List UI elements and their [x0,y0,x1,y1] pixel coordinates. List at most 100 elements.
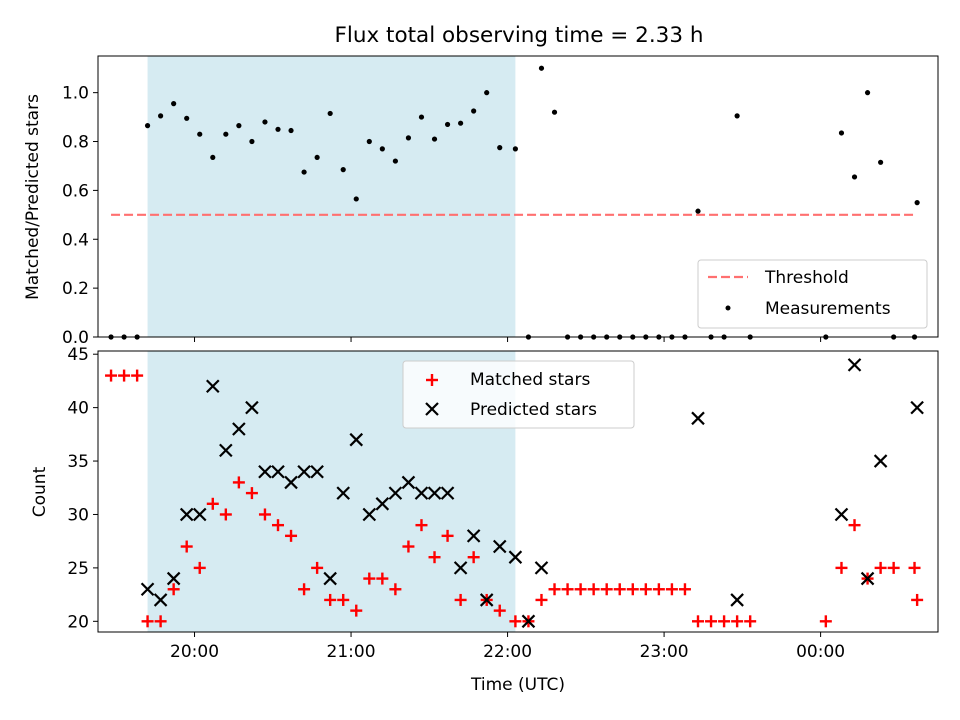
matched-star-marker [454,593,467,606]
matched-star-marker [692,615,704,628]
chart-title: Flux total observing time = 2.33 h [335,23,704,48]
measurement-point [838,130,845,136]
matched-star-marker [415,519,428,532]
predicted-star-marker [323,571,337,586]
top-y-label: Matched/Predicted stars [23,94,43,300]
matched-star-marker [232,476,245,489]
measurement-point [484,90,490,96]
measurement-point [144,123,151,129]
matched-star-marker [535,593,548,606]
top-y-tick-label: 0.4 [62,230,89,250]
top-y-tick-label: 0.6 [62,181,89,201]
matched-star-marker [272,519,284,532]
predicted-star-marker [910,400,924,415]
threshold-legend-label: Threshold [764,268,849,288]
measurements-legend-swatch [725,305,731,311]
measurement-point [851,174,858,180]
predicted-star-marker [140,582,155,597]
top-panel: 0.0 0.2 0.4 0.6 0.8 1.0 Matched/Predicted sta… [23,55,939,348]
matched-star-marker [118,369,131,382]
measurement-point [471,108,477,114]
matched-legend-swatch [426,374,438,386]
predicted-star-marker [427,486,442,500]
matched-star-marker [441,529,454,542]
matched-star-marker [337,593,350,606]
matched-star-marker [298,583,311,596]
matched-star-marker [613,583,626,596]
measurement-point [197,131,203,137]
measurement-point [392,158,398,164]
matched-star-marker [245,487,258,500]
matched-star-marker [639,583,652,596]
measurement-point [158,113,164,119]
top-legend: Threshold Measurements [697,259,928,329]
x-tick-label: 22:00 [483,642,532,662]
predicted-star-marker [206,379,220,394]
predicted-star-marker [521,614,536,629]
top-axes-frame [97,55,939,338]
matched-star-marker [678,583,691,596]
measurement-point [366,138,372,145]
predicted-star-marker [466,529,481,543]
predicted-star-marker [336,486,350,500]
top-x-ticks [194,337,822,342]
matched-star-marker [376,572,389,585]
predicted-star-marker [508,550,523,564]
matched-star-marker [285,529,298,542]
bottom-y-tick-label: 45 [67,345,89,365]
matched-legend-label: Matched stars [470,370,590,390]
top-shaded-interval [147,56,516,337]
matched-star-marker [548,583,561,596]
measurement-point [695,208,701,214]
predicted-legend-swatch [425,402,439,416]
predicted-star-marker [534,561,549,575]
top-y-tick-label: 0.2 [62,279,89,299]
matched-star-marker [389,583,402,596]
predicted-star-marker [730,593,744,607]
matched-star-marker [509,615,522,628]
x-tick-label: 20:00 [170,642,219,662]
matched-star-marker [493,604,506,617]
matched-star-marker [718,615,731,628]
matched-star-marker [350,604,363,617]
matched-star-marker [167,583,180,596]
matched-star-marker [141,615,154,628]
matched-star-marker [467,551,480,564]
predicted-star-marker [388,486,403,500]
matched-star-marker [206,497,219,510]
predicted-star-marker [310,464,324,479]
measurement-point [275,126,281,132]
matched-star-marker [131,369,144,382]
predicted-stars-points [140,358,924,629]
predicted-star-marker [153,593,168,607]
measurement-point [878,159,884,165]
matched-star-marker [574,583,587,596]
measurement-point [405,135,412,141]
bottom-y-tick-label: 30 [67,505,89,525]
predicted-star-marker [245,400,259,415]
bottom-y-ticks: 20 25 30 35 40 45 [67,345,98,632]
predicted-star-marker [847,358,862,372]
measurement-point [353,196,359,202]
predicted-star-marker [284,475,298,490]
measurement-point [379,146,385,152]
matched-star-marker [744,615,757,628]
matched-star-marker [908,561,921,574]
measurement-point [458,120,464,126]
matched-star-marker [561,583,574,596]
predicted-star-marker [232,422,246,436]
top-y-tick-label: 1.0 [62,84,89,104]
predicted-star-marker [271,464,285,479]
measurement-point [288,127,294,134]
top-y-tick-label: 0.8 [62,133,89,153]
matched-star-marker [193,561,206,574]
predicted-star-marker [414,486,429,500]
bottom-y-tick-label: 20 [67,612,89,632]
matched-star-marker [652,583,665,596]
measurement-point [314,154,320,161]
matched-star-marker [180,540,193,553]
top-legend-box [697,259,928,329]
measurement-point [538,65,545,71]
predicted-star-marker [166,571,181,586]
